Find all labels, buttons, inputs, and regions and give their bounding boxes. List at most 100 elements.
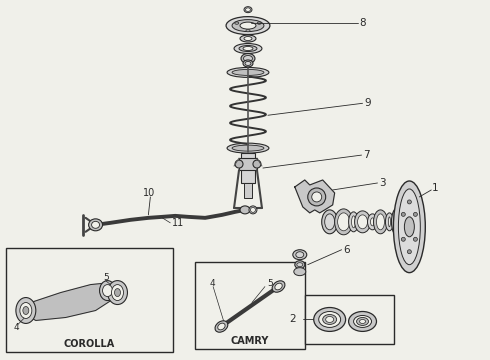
Ellipse shape: [232, 69, 264, 75]
Ellipse shape: [246, 30, 250, 32]
Ellipse shape: [386, 213, 393, 231]
Text: 2: 2: [289, 314, 295, 324]
Ellipse shape: [226, 17, 270, 35]
Ellipse shape: [20, 302, 32, 319]
Ellipse shape: [322, 210, 338, 234]
Text: 4: 4: [209, 279, 215, 288]
Polygon shape: [21, 283, 121, 320]
Ellipse shape: [23, 306, 29, 315]
Ellipse shape: [393, 181, 425, 273]
Ellipse shape: [243, 60, 253, 67]
Ellipse shape: [250, 207, 255, 212]
Ellipse shape: [376, 214, 385, 230]
Text: 7: 7: [364, 150, 370, 160]
Ellipse shape: [245, 62, 251, 66]
Text: 5: 5: [103, 273, 109, 282]
Ellipse shape: [232, 145, 264, 151]
Bar: [244, 183, 252, 198]
Text: 9: 9: [365, 98, 371, 108]
Text: 6: 6: [343, 245, 350, 255]
Ellipse shape: [294, 268, 306, 276]
Ellipse shape: [355, 211, 370, 233]
Ellipse shape: [244, 7, 252, 13]
Ellipse shape: [240, 206, 250, 214]
Ellipse shape: [249, 206, 257, 214]
Ellipse shape: [325, 214, 335, 230]
Ellipse shape: [293, 250, 307, 260]
Ellipse shape: [240, 35, 256, 42]
Ellipse shape: [357, 318, 368, 325]
Ellipse shape: [358, 215, 368, 229]
Ellipse shape: [297, 263, 303, 267]
Ellipse shape: [312, 192, 322, 202]
Ellipse shape: [314, 307, 345, 332]
Ellipse shape: [308, 188, 326, 206]
Ellipse shape: [407, 250, 412, 254]
Text: 11: 11: [172, 218, 185, 228]
Ellipse shape: [244, 37, 252, 41]
Text: 8: 8: [360, 18, 366, 28]
Ellipse shape: [272, 281, 285, 292]
Ellipse shape: [360, 319, 366, 323]
Ellipse shape: [275, 283, 282, 290]
Ellipse shape: [348, 311, 376, 332]
Text: CAMRY: CAMRY: [231, 336, 269, 346]
Ellipse shape: [89, 219, 102, 231]
Ellipse shape: [244, 55, 252, 62]
Ellipse shape: [326, 316, 334, 323]
Ellipse shape: [253, 160, 261, 168]
Ellipse shape: [227, 67, 269, 77]
Ellipse shape: [235, 160, 243, 168]
Ellipse shape: [368, 214, 377, 230]
Ellipse shape: [115, 289, 121, 297]
Ellipse shape: [16, 298, 36, 323]
Ellipse shape: [296, 252, 304, 258]
Ellipse shape: [407, 200, 412, 204]
Ellipse shape: [234, 44, 262, 54]
Ellipse shape: [112, 285, 123, 301]
Bar: [305, 294, 394, 345]
Ellipse shape: [348, 212, 359, 232]
Ellipse shape: [99, 280, 116, 301]
Ellipse shape: [352, 216, 356, 228]
Ellipse shape: [257, 22, 261, 24]
Polygon shape: [295, 180, 335, 213]
Ellipse shape: [373, 210, 388, 234]
Bar: [195, 262, 305, 349]
Ellipse shape: [232, 20, 264, 32]
Bar: [239, 158, 257, 170]
Ellipse shape: [235, 22, 239, 24]
Ellipse shape: [323, 315, 337, 324]
Text: 10: 10: [144, 188, 156, 198]
Ellipse shape: [404, 217, 415, 237]
Ellipse shape: [92, 221, 99, 228]
Ellipse shape: [370, 218, 374, 226]
Ellipse shape: [318, 311, 341, 328]
Ellipse shape: [107, 280, 127, 305]
Ellipse shape: [239, 45, 257, 51]
Text: 3: 3: [379, 178, 386, 188]
Ellipse shape: [414, 237, 417, 241]
Ellipse shape: [102, 285, 113, 297]
Ellipse shape: [338, 213, 349, 231]
Ellipse shape: [389, 217, 391, 227]
Text: 1: 1: [432, 183, 439, 193]
Ellipse shape: [401, 212, 405, 216]
Ellipse shape: [241, 54, 255, 63]
Ellipse shape: [401, 237, 405, 241]
Text: 4: 4: [14, 323, 20, 332]
Ellipse shape: [398, 189, 420, 265]
Ellipse shape: [245, 8, 250, 12]
Ellipse shape: [227, 143, 269, 153]
Ellipse shape: [240, 22, 256, 29]
Bar: [6, 248, 173, 352]
Ellipse shape: [243, 46, 253, 50]
Ellipse shape: [218, 323, 225, 330]
Ellipse shape: [354, 315, 371, 328]
Text: COROLLA: COROLLA: [64, 339, 115, 349]
Ellipse shape: [335, 209, 353, 235]
Text: 5: 5: [267, 279, 272, 288]
Ellipse shape: [414, 212, 417, 216]
Bar: [241, 153, 255, 183]
Ellipse shape: [295, 261, 305, 269]
